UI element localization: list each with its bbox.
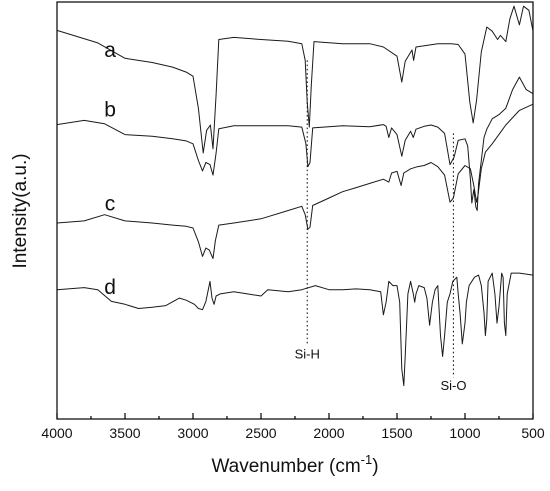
annotations: Si-H Si-O (295, 60, 466, 393)
curve-labels: a b c d (104, 39, 116, 299)
series-line-c (56, 103, 534, 259)
x-tick-label: 3000 (177, 425, 208, 441)
curve-label-b: b (104, 99, 116, 122)
x-tick-label: 3500 (109, 425, 140, 441)
curve-label-a: a (104, 39, 116, 62)
x-axis-title: Wavenumber (cm-1) (211, 452, 378, 477)
annotation-label: Si-H (295, 347, 320, 362)
x-tick-label: 1000 (449, 425, 480, 441)
annotation-label: Si-O (440, 378, 466, 393)
x-axis: 4000 3500 3000 2500 2000 1500 1000 500 (41, 413, 545, 441)
x-tick-label: 500 (521, 425, 545, 441)
series-line-b (56, 76, 534, 211)
x-tick-label: 4000 (41, 425, 72, 441)
curve-label-c: c (105, 193, 116, 216)
x-tick-label: 1500 (381, 425, 412, 441)
series-line-d (56, 272, 534, 387)
spectra (56, 5, 534, 387)
curve-label-d: d (104, 276, 116, 299)
series-line-a (56, 5, 534, 154)
y-axis-title: Intensity(a.u.) (10, 153, 31, 268)
x-axis-title-superscript: -1 (361, 452, 373, 467)
x-tick-label: 2500 (245, 425, 276, 441)
x-tick-label: 2000 (313, 425, 344, 441)
